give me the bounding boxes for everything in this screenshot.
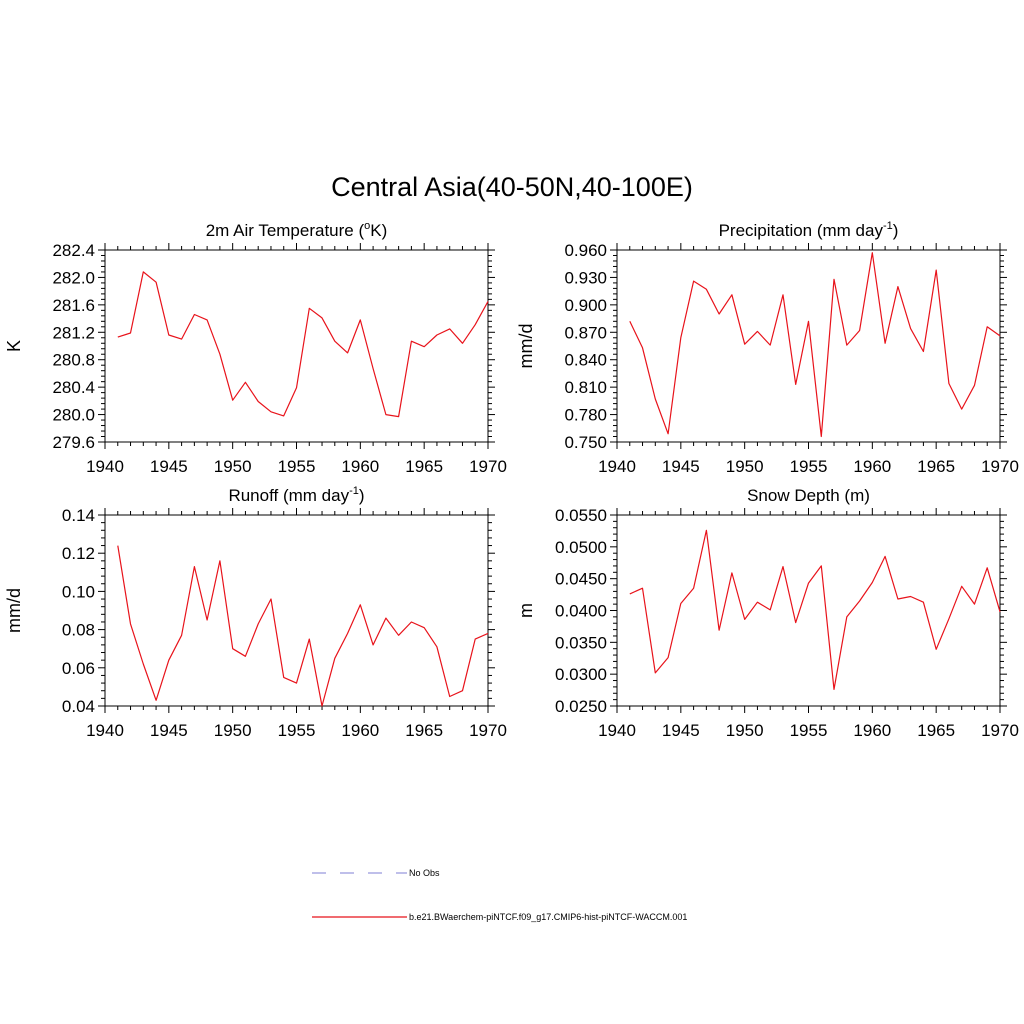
y-axis-label: mm/d xyxy=(4,588,24,633)
y-tick-label: 0.0250 xyxy=(555,697,607,716)
y-tick-label: 280.0 xyxy=(52,406,95,425)
y-tick-label: 0.08 xyxy=(62,621,95,640)
plot-frame xyxy=(104,249,489,443)
chart-panels: 1940 1945 1950 1955 1960 1965 1970 279.6 280.0 28… xyxy=(4,220,1019,740)
y-tick-label: 0.750 xyxy=(564,433,607,452)
x-tick-label: 1945 xyxy=(662,457,700,476)
x-tick-label: 1960 xyxy=(853,457,891,476)
x-tick-label: 1965 xyxy=(405,457,443,476)
y-tick-label: 0.14 xyxy=(62,506,95,525)
y-tick-label: 0.10 xyxy=(62,582,95,601)
x-tick-label: 1960 xyxy=(341,721,379,740)
x-tick-label: 1970 xyxy=(469,721,507,740)
y-tick-label: 0.840 xyxy=(564,351,607,370)
y-tick-label: 0.780 xyxy=(564,406,607,425)
y-tick-label: 0.0400 xyxy=(555,602,607,621)
x-tick-label: 1945 xyxy=(150,721,188,740)
x-tick-label: 1955 xyxy=(790,457,828,476)
y-axis-label: mm/d xyxy=(516,324,536,369)
x-tick-label: 1965 xyxy=(917,457,955,476)
x-tick-label: 1940 xyxy=(86,721,124,740)
x-tick-label: 1950 xyxy=(214,457,252,476)
series-line xyxy=(629,252,1001,438)
y-tick-label: 281.2 xyxy=(52,323,95,342)
y-tick-label: 0.930 xyxy=(564,268,607,287)
figure-title: Central Asia(40-50N,40-100E) xyxy=(331,172,693,202)
chart-panel-3: 1940 1945 1950 1955 1960 1965 1970 0.04 0.06 0.08… xyxy=(4,485,507,740)
x-tick-label: 1945 xyxy=(662,721,700,740)
chart-panel-1: 1940 1945 1950 1955 1960 1965 1970 279.6 280.0 28… xyxy=(4,220,507,476)
x-tick-label: 1970 xyxy=(469,457,507,476)
panel-title-main: 2m Air Temperature ( xyxy=(206,221,365,240)
panel-title-main: Precipitation (mm day xyxy=(719,221,884,240)
x-tick-label: 1940 xyxy=(86,457,124,476)
y-tick-label: 0.0500 xyxy=(555,538,607,557)
panel-title-tail: K) xyxy=(370,221,387,240)
legend-model-label: b.e21.BWaerchem-piNTCF.f09_g17.CMIP6-his… xyxy=(409,912,687,922)
y-tick-label: 0.900 xyxy=(564,296,607,315)
panel-title: Snow Depth (m) xyxy=(747,486,870,505)
y-axis-label: K xyxy=(4,340,24,352)
x-tick-label: 1945 xyxy=(150,457,188,476)
y-tick-label: 0.0550 xyxy=(555,506,607,525)
chart-panel-2: 1940 1945 1950 1955 1960 1965 1970 0.750 0.780 0.… xyxy=(516,220,1019,476)
y-tick-label: 0.870 xyxy=(564,323,607,342)
y-tick-label: 280.4 xyxy=(52,378,95,397)
series-line xyxy=(629,529,1001,691)
x-tick-label: 1950 xyxy=(726,457,764,476)
y-tick-label: 280.8 xyxy=(52,351,95,370)
x-tick-label: 1955 xyxy=(790,721,828,740)
panel-title-superscript: -1 xyxy=(883,220,893,232)
x-tick-label: 1965 xyxy=(917,721,955,740)
x-tick-label: 1950 xyxy=(214,721,252,740)
panel-title-main: Runoff (mm day xyxy=(228,486,349,505)
y-tick-label: 0.960 xyxy=(564,241,607,260)
x-tick-label: 1960 xyxy=(341,457,379,476)
y-tick-label: 279.6 xyxy=(52,433,95,452)
y-tick-label: 282.4 xyxy=(52,241,95,260)
x-tick-label: 1970 xyxy=(981,721,1019,740)
y-tick-label: 0.810 xyxy=(564,378,607,397)
x-tick-label: 1950 xyxy=(726,721,764,740)
panel-title: 2m Air Temperature (oK) xyxy=(206,220,388,240)
plot-frame xyxy=(104,514,489,707)
y-tick-label: 0.0450 xyxy=(555,570,607,589)
y-tick-label: 281.6 xyxy=(52,296,95,315)
panel-title: Runoff (mm day-1) xyxy=(228,485,364,505)
legend-no-obs-label: No Obs xyxy=(409,868,440,878)
x-tick-label: 1940 xyxy=(598,721,636,740)
series-line xyxy=(117,271,489,418)
y-tick-label: 282.0 xyxy=(52,268,95,287)
legend: No Obs b.e21.BWaerchem-piNTCF.f09_g17.CM… xyxy=(312,868,687,922)
panel-title-tail: ) xyxy=(359,486,365,505)
panel-title: Precipitation (mm day-1) xyxy=(719,220,899,240)
y-tick-label: 0.04 xyxy=(62,697,95,716)
x-tick-label: 1955 xyxy=(278,457,316,476)
y-axis-label: m xyxy=(516,603,536,618)
panel-title-main: Snow Depth (m) xyxy=(747,486,870,505)
y-tick-label: 0.12 xyxy=(62,544,95,563)
plot-frame xyxy=(616,514,1001,707)
y-tick-label: 0.06 xyxy=(62,659,95,678)
x-tick-label: 1960 xyxy=(853,721,891,740)
y-tick-label: 0.0300 xyxy=(555,665,607,684)
x-tick-label: 1940 xyxy=(598,457,636,476)
series-line xyxy=(117,545,489,707)
y-tick-label: 0.0350 xyxy=(555,633,607,652)
panel-title-superscript: -1 xyxy=(349,485,359,497)
panel-title-tail: ) xyxy=(893,221,899,240)
plot-frame xyxy=(616,249,1001,443)
chart-panel-4: 1940 1945 1950 1955 1960 1965 1970 0.0250 0.0300… xyxy=(516,486,1019,740)
x-tick-label: 1970 xyxy=(981,457,1019,476)
x-tick-label: 1965 xyxy=(405,721,443,740)
panel-title-superscript: o xyxy=(364,220,370,232)
x-tick-label: 1955 xyxy=(278,721,316,740)
